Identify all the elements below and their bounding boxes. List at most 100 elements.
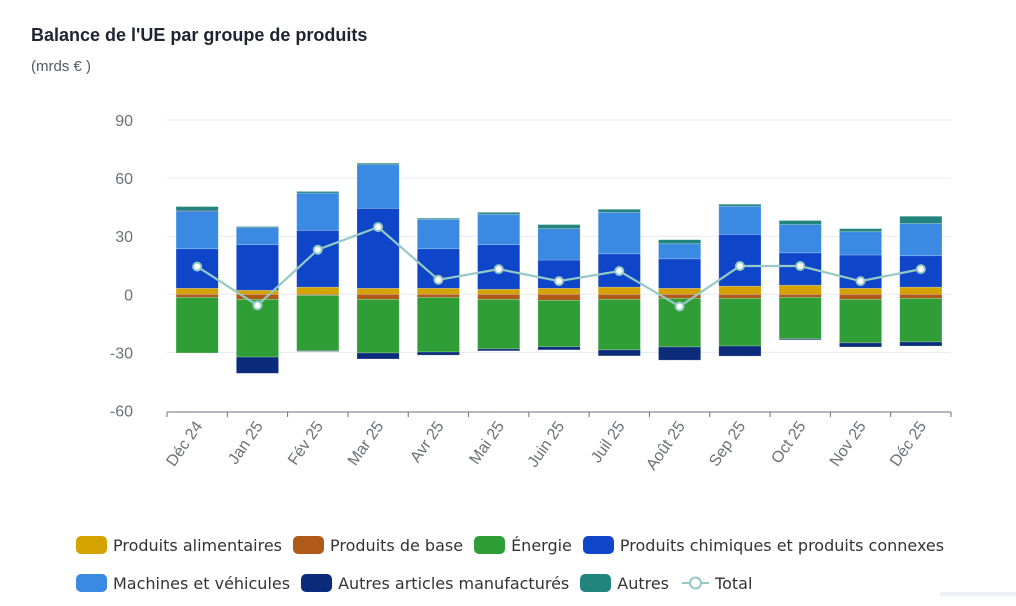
bar-segment (477, 293, 521, 300)
bar-stack (899, 215, 943, 347)
bar-segment (416, 351, 460, 356)
bar-stack (658, 239, 702, 361)
x-tick-label: Fév 25 (285, 418, 327, 468)
x-tick-label: Mai 25 (466, 418, 508, 467)
legend-item[interactable]: Produits de base (293, 536, 463, 555)
bar-segment (597, 208, 641, 213)
bar-segment (597, 286, 641, 295)
bar-segment (778, 284, 822, 295)
legend-swatch-icon (293, 536, 325, 554)
x-tick-label: Jan 25 (225, 418, 267, 467)
x-tick-label: Avr 25 (407, 418, 447, 465)
bar-segment (296, 294, 340, 352)
y-tick-label: -60 (110, 404, 133, 421)
bar-segment (718, 293, 762, 299)
total-point (433, 274, 444, 285)
bar-segment (477, 348, 521, 352)
bar-segment (477, 214, 521, 246)
legend-row: Machines et véhicules Autres articles man… (76, 568, 1016, 598)
bar-segment (899, 223, 943, 257)
bar-segment (778, 293, 822, 298)
bar-segment (597, 299, 641, 351)
y-tick-label: -30 (110, 345, 133, 362)
y-tick-label: 0 (124, 287, 133, 304)
x-tick-label: Mar 25 (345, 418, 388, 469)
bar-segment (356, 208, 400, 289)
bar-segment (296, 286, 340, 295)
bar-segment (839, 342, 882, 348)
legend-item[interactable]: Produits chimiques et produits connexes (582, 536, 944, 555)
bar-segment (658, 258, 702, 289)
legend-item[interactable]: Produits alimentaires (76, 536, 282, 555)
bar-segment (718, 234, 762, 287)
y-tick-label: 30 (115, 229, 133, 246)
bar-segment (537, 346, 581, 351)
legend-swatch-icon (474, 536, 506, 554)
bar-segment (718, 285, 762, 295)
legend-item[interactable]: Énergie (474, 536, 572, 555)
bar-segment (778, 338, 822, 341)
x-tick-label: Nov 25 (827, 418, 870, 469)
bar-segment (356, 287, 400, 295)
total-point (373, 222, 384, 233)
legend-label: Autres (617, 573, 670, 593)
legend-item[interactable]: Autres articles manufacturés (301, 574, 569, 593)
bar-segment (236, 226, 279, 228)
total-point (493, 264, 504, 275)
bar-segment (718, 205, 762, 235)
bar-segment (597, 349, 641, 357)
y-tick-label: 90 (115, 113, 133, 130)
total-point (795, 261, 806, 272)
chart-title: Balance de l'UE par groupe de produits (31, 25, 368, 45)
bar-segment (658, 287, 702, 295)
bar-stack (175, 206, 219, 354)
legend-swatch-icon (582, 536, 614, 554)
bar-segment (597, 293, 641, 300)
bar-stack (296, 191, 340, 352)
bar-segment (416, 293, 460, 298)
total-point (252, 300, 263, 311)
bar-segment (416, 219, 460, 250)
total-point (554, 276, 564, 287)
bar-segment (477, 288, 521, 295)
stacked-bar-chart: 90 60 30 0 -30 -60 Déc 24 Jan 25 Fév 25 Mar 25 Av… (110, 113, 952, 473)
bar-segment (778, 224, 822, 254)
bar-segment (658, 346, 702, 361)
x-tick-label: Juin 25 (525, 418, 569, 470)
legend-label: Machines et véhicules (113, 573, 291, 593)
legend-item[interactable]: Machines et véhicules (76, 574, 290, 593)
bar-segment (356, 164, 400, 209)
bar-segment (778, 297, 822, 340)
bar-segment (296, 192, 340, 231)
total-line (192, 222, 926, 312)
bar-segment (537, 300, 581, 348)
bar-segment (899, 286, 943, 295)
bar-segment (839, 287, 882, 295)
legend-swatch-icon (580, 574, 612, 592)
total-point (614, 266, 625, 277)
x-axis: Déc 24 Jan 25 Fév 25 Mar 25 Avr 25 Mai 25 Juin… (163, 411, 952, 473)
bar-segment (718, 345, 762, 357)
bar-segment (537, 228, 581, 261)
bar-segment (236, 356, 279, 374)
legend-item[interactable]: Autres (580, 574, 669, 593)
x-tick-label: Déc 25 (887, 418, 930, 469)
bar-segment (477, 299, 521, 350)
bar-segment (175, 293, 219, 298)
legend-label: Autres articles manufacturés (338, 573, 570, 593)
legend-swatch-icon (76, 536, 107, 554)
y-axis-tick-labels: 90 60 30 0 -30 -60 (110, 113, 133, 421)
bar-stack (477, 212, 521, 352)
bar-segment (296, 293, 340, 296)
bar-segment (477, 212, 521, 215)
bar-segment (658, 239, 702, 245)
total-point (734, 261, 745, 272)
bar-segment (537, 287, 581, 295)
bar-stack (839, 228, 882, 348)
bar-segment (658, 243, 702, 260)
bar-stack (236, 226, 279, 374)
line-marker-icon (682, 576, 710, 590)
bar-segment (416, 287, 460, 295)
legend-item[interactable]: Total (680, 574, 752, 593)
total-point (674, 301, 685, 312)
